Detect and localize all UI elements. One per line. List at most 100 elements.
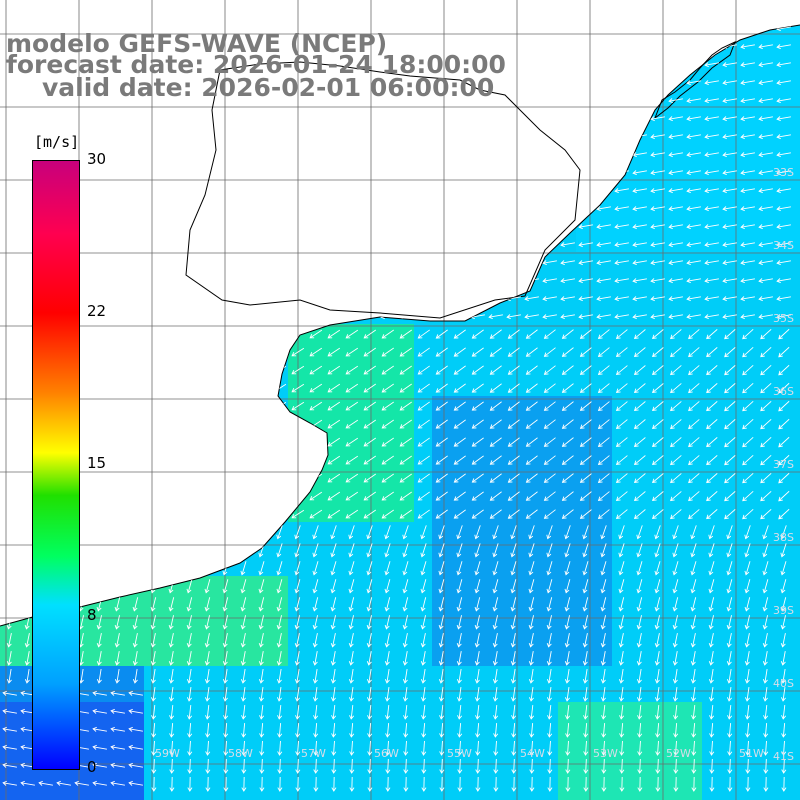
field-cell <box>162 432 181 451</box>
field-cell <box>144 180 163 199</box>
wind-arrow <box>470 134 485 140</box>
wind-arrow <box>362 134 377 140</box>
wind-arrow <box>524 26 539 32</box>
field-cell <box>0 630 19 649</box>
wind-arrow <box>614 242 629 248</box>
field-cell <box>504 432 523 451</box>
wind-arrow <box>96 669 102 684</box>
field-cell <box>504 648 523 667</box>
field-cell <box>378 720 397 739</box>
field-cell <box>378 108 397 127</box>
field-cell <box>252 594 271 613</box>
wind-arrow <box>385 704 391 720</box>
field-cell <box>270 342 289 361</box>
wind-arrow <box>421 776 427 792</box>
wind-arrow <box>686 224 701 230</box>
field-cell <box>522 738 541 757</box>
wind-arrow <box>187 776 193 792</box>
field-cell <box>540 684 559 703</box>
lon-label-55w: 55W <box>447 747 472 760</box>
wind-arrow <box>781 740 787 756</box>
wind-arrow <box>488 260 503 266</box>
wind-arrow <box>111 402 125 411</box>
wind-arrow <box>75 9 89 13</box>
wind-arrow <box>169 776 175 792</box>
field-cell <box>360 666 379 685</box>
field-cell <box>648 180 667 199</box>
wind-arrow <box>93 420 107 429</box>
field-cell <box>378 288 397 307</box>
field-cell <box>216 360 235 379</box>
wind-arrow <box>200 224 215 230</box>
wind-arrow <box>543 329 556 339</box>
field-cell <box>558 0 577 19</box>
field-cell <box>774 216 793 235</box>
field-cell <box>738 756 757 775</box>
wind-arrow <box>524 62 539 68</box>
wind-arrow <box>128 762 143 768</box>
wind-arrow <box>543 509 556 519</box>
wind-arrow <box>762 561 769 576</box>
field-cell <box>252 702 271 721</box>
field-cell <box>396 144 415 163</box>
wind-arrow <box>381 437 395 447</box>
wind-arrow <box>6 579 13 594</box>
wind-arrow <box>114 651 120 666</box>
wind-arrow <box>618 669 624 684</box>
wind-arrow <box>654 615 660 630</box>
wind-arrow <box>381 455 395 465</box>
field-cell <box>144 702 163 721</box>
wind-arrow <box>456 597 463 612</box>
field-cell <box>558 738 577 757</box>
wind-arrow <box>367 776 373 792</box>
wind-arrow <box>457 758 463 774</box>
wind-arrow <box>706 437 718 448</box>
wind-arrow <box>742 454 754 466</box>
field-cell <box>666 36 685 55</box>
wind-arrow <box>687 9 701 13</box>
wind-arrow <box>781 776 787 792</box>
wind-arrow <box>20 80 35 86</box>
field-cell <box>126 252 145 271</box>
wind-arrow <box>2 188 17 194</box>
field-cell <box>576 198 595 217</box>
field-cell <box>378 360 397 379</box>
wind-arrow <box>704 188 719 194</box>
wind-arrow <box>276 579 283 594</box>
wind-arrow <box>564 633 570 648</box>
field-cell <box>342 540 361 559</box>
field-cell <box>684 198 703 217</box>
field-cell <box>414 216 433 235</box>
field-cell <box>504 234 523 253</box>
wind-arrow <box>308 188 323 194</box>
field-cell <box>486 486 505 505</box>
field-cell <box>666 414 685 433</box>
wind-arrow <box>776 44 791 50</box>
wind-arrow <box>633 455 646 466</box>
field-cell <box>540 432 559 451</box>
field-cell <box>630 756 649 775</box>
field-cell <box>396 198 415 217</box>
field-cell <box>684 792 703 800</box>
field-cell <box>324 486 343 505</box>
wind-arrow <box>111 384 125 393</box>
wind-arrow <box>564 579 571 594</box>
wind-arrow <box>542 224 557 230</box>
wind-arrow <box>294 633 300 648</box>
wind-arrow <box>760 508 772 520</box>
wind-arrow <box>218 278 233 284</box>
colorbar <box>32 160 80 770</box>
wind-arrow <box>489 509 502 519</box>
wind-arrow <box>582 561 589 576</box>
wind-arrow <box>169 740 175 756</box>
wind-arrow <box>403 758 409 774</box>
field-cell <box>486 180 505 199</box>
wind-arrow <box>132 669 138 684</box>
wind-arrow <box>471 509 484 519</box>
wind-arrow <box>578 116 593 122</box>
wind-arrow <box>452 134 467 140</box>
field-cell <box>612 666 631 685</box>
wind-arrow <box>222 669 228 684</box>
wind-arrow <box>164 224 179 230</box>
wind-arrow <box>294 543 301 558</box>
